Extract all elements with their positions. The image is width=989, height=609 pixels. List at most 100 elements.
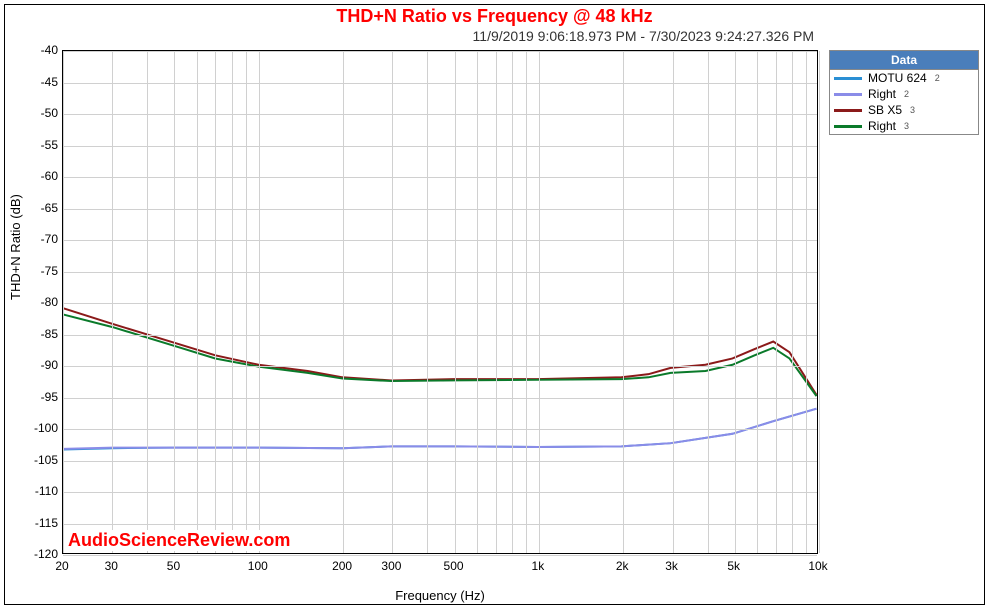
gridline-v	[455, 51, 456, 553]
gridline-v	[819, 51, 820, 553]
x-axis-label: Frequency (Hz)	[62, 588, 818, 603]
legend-label: MOTU 624	[868, 71, 927, 85]
ytick: -50	[30, 106, 58, 120]
ytick: -115	[30, 516, 58, 530]
ytick: -75	[30, 264, 58, 278]
gridline-h	[63, 555, 817, 556]
legend-swatch	[834, 93, 862, 96]
ytick: -95	[30, 390, 58, 404]
gridline-h	[63, 146, 817, 147]
gridline-h	[63, 114, 817, 115]
legend-label: SB X5	[868, 103, 902, 117]
plot-area	[62, 50, 818, 554]
footer-url: AudioScienceReview.com	[66, 530, 292, 551]
gridline-v	[392, 51, 393, 553]
legend-swatch	[834, 125, 862, 128]
gridline-h	[63, 366, 817, 367]
gridline-v	[147, 51, 148, 553]
gridline-v	[526, 51, 527, 553]
gridline-h	[63, 461, 817, 462]
gridline-v	[512, 51, 513, 553]
gridline-h	[63, 524, 817, 525]
legend-sub: 3	[904, 121, 909, 131]
ytick: -45	[30, 75, 58, 89]
gridline-v	[776, 51, 777, 553]
gridline-h	[63, 177, 817, 178]
y-axis-label: THD+N Ratio (dB)	[8, 194, 23, 300]
xtick: 300	[381, 559, 401, 573]
ytick: -55	[30, 138, 58, 152]
legend-sub: 2	[935, 73, 940, 83]
series-line	[64, 315, 817, 397]
chart-title: THD+N Ratio vs Frequency @ 48 kHz	[0, 6, 989, 27]
gridline-v	[232, 51, 233, 553]
legend-row: Right 2	[830, 86, 978, 102]
legend-label: Right	[868, 119, 896, 133]
gridline-v	[496, 51, 497, 553]
gridline-v	[197, 51, 198, 553]
gridline-h	[63, 492, 817, 493]
xtick: 10k	[808, 559, 827, 573]
legend-label: Right	[868, 87, 896, 101]
legend-row: Right 3	[830, 118, 978, 134]
legend-swatch	[834, 77, 862, 80]
legend-swatch	[834, 109, 862, 112]
xtick: 2k	[616, 559, 629, 573]
ytick: -80	[30, 295, 58, 309]
xtick: 3k	[665, 559, 678, 573]
legend-row: MOTU 624 2	[830, 70, 978, 86]
gridline-v	[174, 51, 175, 553]
xtick: 5k	[727, 559, 740, 573]
gridline-h	[63, 335, 817, 336]
gridline-v	[708, 51, 709, 553]
gridline-v	[215, 51, 216, 553]
xtick: 100	[248, 559, 268, 573]
gridline-h	[63, 429, 817, 430]
gridline-h	[63, 240, 817, 241]
gridline-v	[427, 51, 428, 553]
gridline-h	[63, 83, 817, 84]
legend-row: SB X5 3	[830, 102, 978, 118]
xtick: 200	[332, 559, 352, 573]
gridline-v	[623, 51, 624, 553]
gridline-h	[63, 272, 817, 273]
ytick: -65	[30, 201, 58, 215]
gridline-h	[63, 209, 817, 210]
gridline-v	[806, 51, 807, 553]
gridline-h	[63, 51, 817, 52]
ytick: -110	[30, 484, 58, 498]
gridline-v	[246, 51, 247, 553]
ytick: -40	[30, 43, 58, 57]
xtick: 30	[105, 559, 118, 573]
gridline-v	[757, 51, 758, 553]
gridline-v	[259, 51, 260, 553]
gridline-h	[63, 303, 817, 304]
xtick: 500	[444, 559, 464, 573]
gridline-v	[343, 51, 344, 553]
gridline-h	[63, 398, 817, 399]
ytick: -120	[30, 547, 58, 561]
gridline-v	[673, 51, 674, 553]
gridline-v	[539, 51, 540, 553]
legend: Data MOTU 6242Right2SB X53Right3	[829, 50, 979, 135]
xtick: 1k	[532, 559, 545, 573]
legend-body: MOTU 6242Right2SB X53Right3	[830, 70, 978, 134]
gridline-v	[63, 51, 64, 553]
legend-header: Data	[830, 51, 978, 70]
legend-sub: 2	[904, 89, 909, 99]
ytick: -85	[30, 327, 58, 341]
gridline-v	[112, 51, 113, 553]
legend-sub: 3	[910, 105, 915, 115]
ytick: -105	[30, 453, 58, 467]
gridline-v	[735, 51, 736, 553]
timestamp: 11/9/2019 9:06:18.973 PM - 7/30/2023 9:2…	[473, 28, 814, 44]
ytick: -100	[30, 421, 58, 435]
series-line	[64, 308, 817, 395]
xtick: 50	[167, 559, 180, 573]
data-lines	[63, 51, 817, 553]
gridline-v	[477, 51, 478, 553]
xtick: 20	[55, 559, 68, 573]
gridline-v	[792, 51, 793, 553]
ytick: -70	[30, 232, 58, 246]
ytick: -60	[30, 169, 58, 183]
